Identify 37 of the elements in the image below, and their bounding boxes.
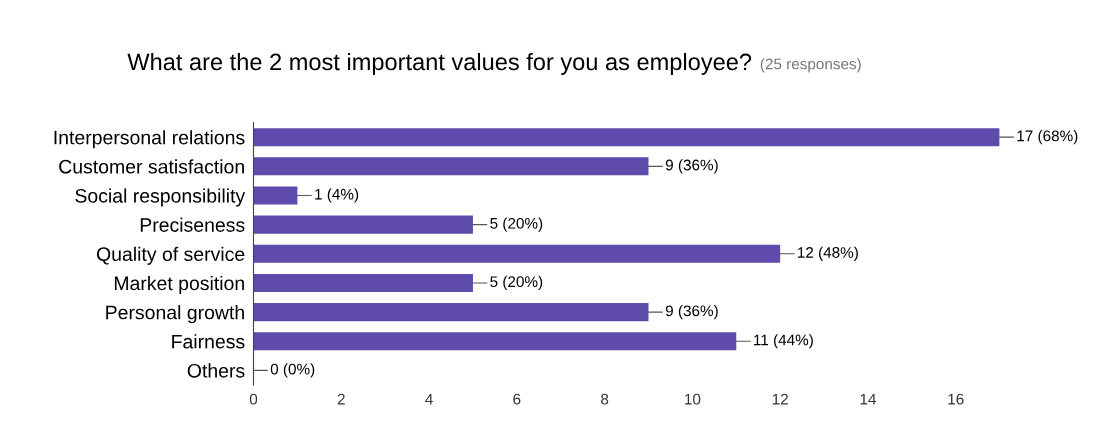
chart-subtitle: (25 responses)	[760, 58, 861, 73]
bar	[253, 186, 298, 205]
data-label: 5 (20%)	[490, 275, 543, 291]
y-tick-label: Market position	[114, 275, 244, 295]
bar	[253, 273, 473, 292]
x-tick-label: 4	[425, 393, 433, 405]
data-label: 5 (20%)	[490, 217, 543, 232]
x-tick-label: 0	[249, 393, 258, 405]
x-tick-label: 12	[772, 393, 788, 405]
x-tick-label: 16	[948, 393, 964, 405]
y-tick-label: Preciseness	[140, 217, 245, 232]
bar	[253, 303, 649, 322]
data-label: 9 (36%)	[665, 304, 718, 320]
y-tick-label: Quality of service	[96, 246, 245, 265]
y-tick-label: Others	[187, 363, 245, 378]
x-tick-label: 2	[337, 393, 345, 405]
x-tick-label: 8	[601, 393, 609, 405]
x-tick-label: 10	[685, 393, 701, 405]
y-tick-label: Social responsibility	[75, 188, 246, 207]
bar	[253, 332, 737, 351]
y-tick-label: Interpersonal relations	[54, 130, 245, 149]
chart-title: What are the 2 most important values for you as employee?	[127, 52, 752, 75]
data-label: 1 (4%)	[315, 188, 359, 203]
x-tick-label: 14	[860, 393, 876, 405]
bar	[253, 128, 1000, 147]
x-tick-label: 6	[513, 393, 521, 405]
bar	[253, 215, 473, 234]
y-tick-label: Customer satisfaction	[59, 159, 244, 174]
bar	[253, 244, 781, 263]
bar	[253, 157, 649, 176]
y-tick-label: Fairness	[172, 334, 245, 349]
data-label: 12 (48%)	[798, 246, 858, 261]
data-label: 9 (36%)	[665, 159, 718, 174]
data-label: 11 (44%)	[754, 334, 813, 349]
data-label: 0 (0%)	[270, 363, 315, 378]
data-label: 17 (68%)	[1017, 130, 1078, 145]
y-tick-label: Personal growth	[106, 305, 244, 324]
